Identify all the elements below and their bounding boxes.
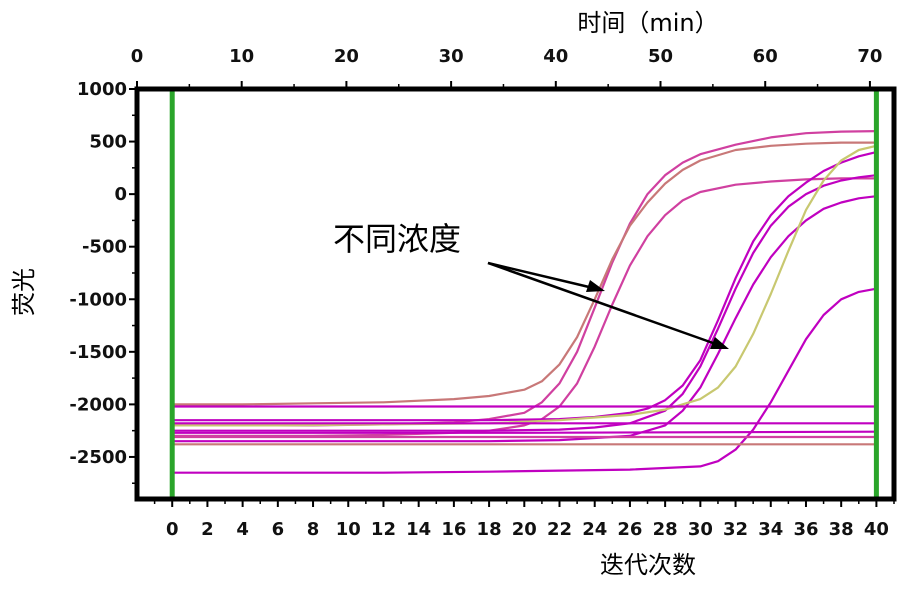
x-tick-label: 34 [758, 519, 783, 540]
y-tick-label: -2500 [69, 447, 127, 468]
top-tick-label: 50 [648, 46, 673, 67]
annotation-arrow-2 [487, 261, 714, 345]
series-line-2 [171, 141, 878, 406]
y-tick-label: 0 [114, 184, 127, 205]
top-tick-label: 70 [857, 46, 882, 67]
marker-lines [169, 89, 879, 499]
top-tick-label: 10 [229, 46, 254, 67]
y-tick-label: 1000 [77, 79, 127, 100]
x-tick-label: 22 [547, 519, 572, 540]
top-tick-label: 40 [543, 46, 568, 67]
x-tick-label: 20 [512, 519, 537, 540]
x-tick-label: 12 [371, 519, 396, 540]
x-tick-label: 2 [201, 519, 214, 540]
x-tick-label: 14 [406, 519, 431, 540]
x-tick-label: 4 [236, 519, 249, 540]
x-tick-label: 10 [336, 519, 361, 540]
x-tick-label: 32 [723, 519, 748, 540]
annotation-arrowhead-1 [586, 280, 605, 292]
x-tick-label: 30 [688, 519, 713, 540]
top-tick-label: 0 [131, 46, 144, 67]
y-axis-title: 荧光 [10, 268, 38, 316]
x-tick-label: 0 [166, 519, 179, 540]
series-line-7 [171, 144, 878, 427]
x-tick-label: 36 [793, 519, 818, 540]
annotation: 不同浓度 [333, 220, 729, 349]
annotation-arrow-1 [487, 261, 590, 289]
x-tick-label: 38 [829, 519, 854, 540]
plot-frame [134, 86, 897, 502]
top-tick-label: 20 [334, 46, 359, 67]
y-tick-label: -1500 [69, 342, 127, 363]
y-tick-label: 500 [89, 132, 127, 153]
series-line-5 [171, 174, 878, 432]
x-tick-label: 6 [272, 519, 285, 540]
series-line-6 [171, 195, 878, 443]
x-tick-label: 40 [864, 519, 889, 540]
y-tick-label: -500 [82, 237, 127, 258]
x-tick-label: 26 [617, 519, 642, 540]
series-line-1 [171, 130, 878, 427]
series-line-11 [171, 430, 878, 434]
annotation-arrowhead-2 [710, 337, 729, 349]
x-tick-label: 24 [582, 519, 607, 540]
x-tick-label: 28 [653, 519, 678, 540]
y-tick-label: -2000 [69, 394, 127, 415]
top-axis-title: 时间（min） [577, 9, 718, 37]
x-tick-label: 18 [477, 519, 502, 540]
top-tick-label: 30 [439, 46, 464, 67]
x-axis-title: 迭代次数 [600, 551, 696, 579]
annotation-label: 不同浓度 [333, 220, 461, 258]
series-line-4 [171, 151, 878, 422]
y-tick-label: -1000 [69, 289, 127, 310]
x-tick-label: 8 [307, 519, 320, 540]
series-line-8 [171, 287, 878, 474]
top-tick-label: 60 [753, 46, 778, 67]
x-tick-label: 16 [441, 519, 466, 540]
series-lines [171, 130, 878, 474]
